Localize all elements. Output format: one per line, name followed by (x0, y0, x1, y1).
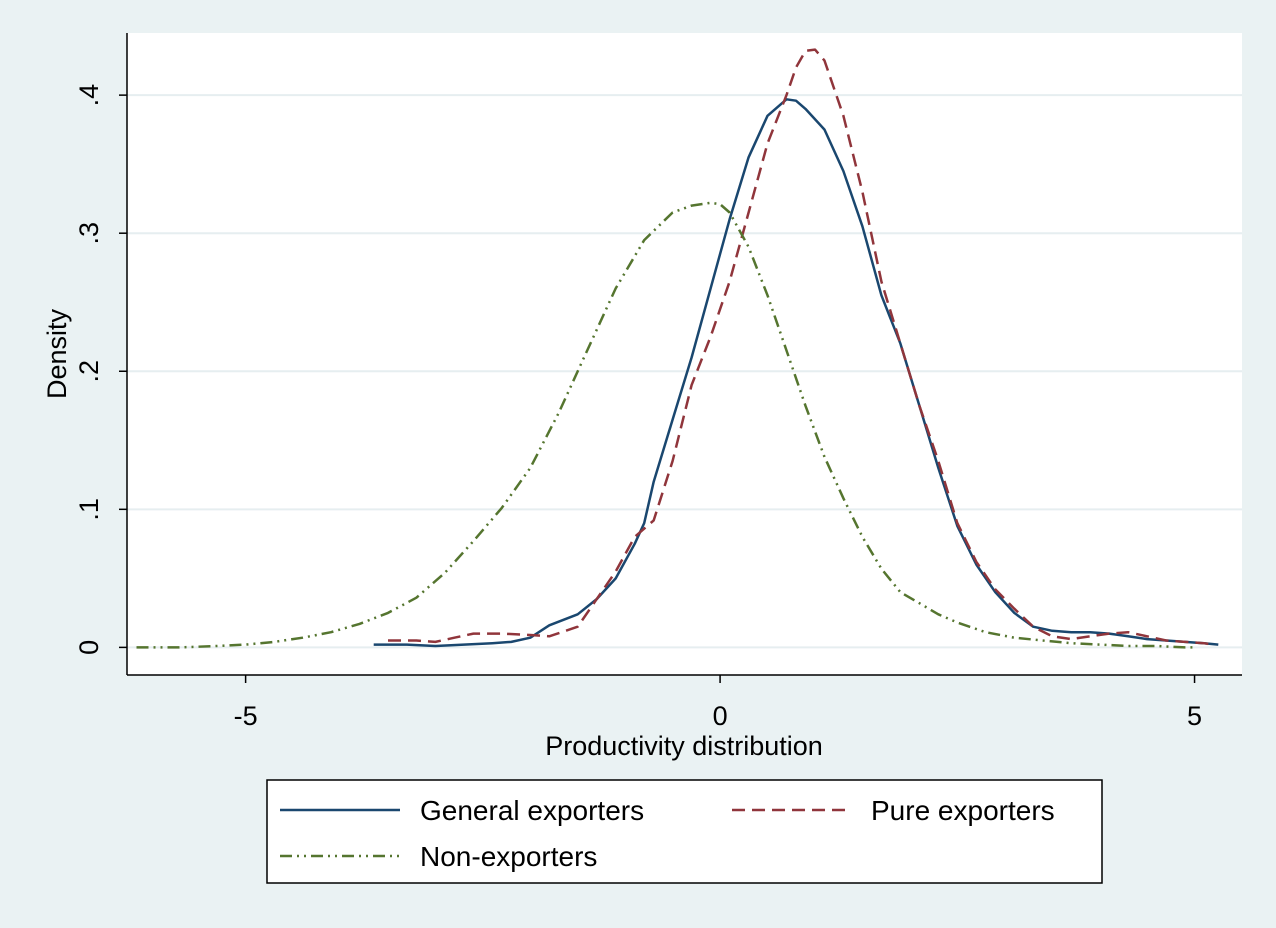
plot-area (127, 33, 1242, 675)
legend-label: Pure exporters (871, 795, 1055, 826)
y-tick-label: .2 (74, 360, 104, 383)
y-ticks: 0 .1 .2 .3 .4 (74, 84, 127, 655)
y-axis-label: Density (42, 308, 72, 399)
y-tick-label: 0 (74, 640, 104, 655)
y-tick-label: .3 (74, 222, 104, 245)
x-tick-label: 0 (713, 701, 728, 731)
y-tick-label: .4 (74, 84, 104, 107)
legend-label: Non-exporters (420, 841, 597, 872)
x-tick-label: 5 (1187, 701, 1202, 731)
x-tick-label: -5 (234, 701, 258, 731)
y-tick-label: .1 (74, 498, 104, 521)
legend-label: General exporters (420, 795, 644, 826)
x-axis-label: Productivity distribution (545, 731, 823, 761)
x-ticks: -5 0 5 (234, 675, 1202, 731)
legend: General exporters Pure exporters Non-expor… (267, 780, 1102, 883)
